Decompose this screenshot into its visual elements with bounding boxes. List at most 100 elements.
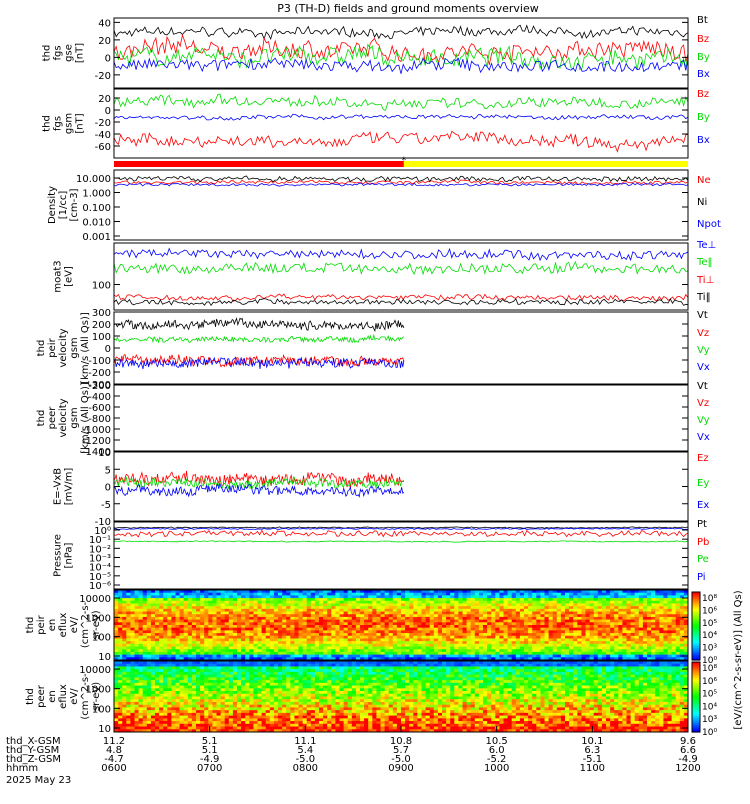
y-axis-label: peer: [47, 406, 58, 430]
legend-Bt: Bt: [697, 15, 708, 26]
panel-pressure: 10⁰10⁻¹10⁻²10⁻³10⁻⁴10⁻⁵10⁻⁶Pressure[nPa]…: [53, 519, 710, 592]
y-axis-label: peir: [47, 337, 58, 357]
y-tick-label: -60: [95, 142, 111, 153]
y-tick-label: -200: [88, 381, 111, 392]
y-axis-label: moat3: [53, 260, 64, 292]
y-tick-label: -800: [88, 414, 111, 425]
legend-Vy: Vy: [697, 345, 710, 356]
panel-frame: [114, 89, 688, 158]
legend-Bz: Bz: [697, 89, 709, 100]
y-tick-label: -5: [101, 500, 111, 511]
y-tick-label: 10.000: [76, 174, 111, 185]
series-line-Pe: [114, 541, 688, 542]
series-line-Ti⊥: [114, 294, 688, 301]
legend-By: By: [697, 52, 710, 63]
legend-Ne: Ne: [697, 175, 711, 186]
legend-Vt: Vt: [697, 381, 708, 392]
y-axis-label: fgs: [53, 116, 64, 131]
y-axis-label: thd: [25, 617, 36, 634]
legend-Npot: Npot: [697, 219, 721, 230]
y-tick-label: 200: [92, 320, 111, 331]
y-tick-label: 300: [92, 308, 111, 319]
y-tick-label: 100: [92, 332, 111, 343]
y-axis-label: fgs: [53, 45, 64, 60]
panel-frame: [114, 243, 688, 310]
y-tick-label: -600: [88, 403, 111, 414]
series-line-Bx: [114, 114, 688, 120]
y-axis-label: [nT]: [75, 113, 86, 133]
y-axis-label: [km/s (All Qs)]: [80, 382, 91, 454]
series-line-Pi: [114, 528, 688, 529]
y-axis-label: peir: [36, 614, 47, 634]
y-axis-label: [nT]: [75, 43, 86, 63]
legend-Vx: Vx: [697, 362, 710, 373]
y-tick-label: -400: [88, 392, 111, 403]
y-axis-label: velocity: [58, 328, 69, 367]
y-tick-label: 40: [98, 18, 111, 29]
legend-Bx: Bx: [697, 135, 710, 146]
y-tick-label: 100: [92, 281, 111, 292]
y-axis-label: [km/s (All Qs)]: [80, 312, 91, 384]
y-tick-label: 0: [105, 483, 111, 494]
y-axis-label: gsm: [69, 407, 80, 428]
legend-Te⊥: Te⊥: [696, 240, 716, 251]
y-tick-label: -40: [95, 130, 111, 141]
y-tick-label: 0: [105, 53, 111, 64]
y-axis-label: (cm^2-s-: [80, 601, 91, 648]
legend-Ni: Ni: [697, 197, 707, 208]
series-line-Bz: [114, 131, 688, 151]
y-tick-label: 20: [98, 36, 111, 47]
y-axis-label: gsm: [64, 113, 75, 134]
series-line-By: [114, 94, 688, 110]
y-tick-label: -100: [88, 356, 111, 367]
y-axis-label: [nPa]: [64, 542, 75, 568]
series-line-Te‖: [114, 262, 688, 274]
y-axis-label: eV/: [69, 616, 80, 633]
y-axis-label: [mV/m]: [64, 468, 75, 506]
y-axis-label: Density: [47, 186, 58, 224]
legend-Vz: Vz: [697, 328, 709, 339]
y-axis-label: [cm-3]: [69, 188, 80, 221]
legend-Pe: Pe: [697, 554, 709, 565]
heatmap-cells: [114, 590, 689, 661]
panel-frame: [114, 385, 688, 451]
legend-Ti‖: Ti‖: [696, 292, 711, 303]
y-tick-label: 10: [98, 448, 111, 459]
legend-Pb: Pb: [697, 537, 709, 548]
legend-Vt: Vt: [697, 310, 708, 321]
panel-frame: [114, 170, 688, 240]
legend-By: By: [697, 112, 710, 123]
y-tick-label: 0: [105, 344, 111, 355]
legend-Ez: Ez: [697, 453, 709, 464]
y-axis-label: [eV]: [64, 266, 75, 287]
y-axis-label: thd: [36, 410, 47, 427]
y-tick-label: -20: [95, 118, 111, 129]
legend-Vx: Vx: [697, 432, 710, 443]
legend-Vz: Vz: [697, 398, 709, 409]
y-tick-label: 10: [98, 652, 111, 663]
series-line-Npot: [114, 183, 688, 186]
y-axis-label: Pressure: [53, 534, 64, 577]
legend-Ey: Ey: [697, 478, 709, 489]
y-tick-label: 0.010: [82, 218, 111, 229]
y-tick-label: 5: [105, 465, 111, 476]
legend-Bx: Bx: [697, 69, 710, 80]
y-axis-label: thd: [42, 45, 53, 62]
y-tick-label: 20: [98, 94, 111, 105]
series-line-Bz: [114, 35, 688, 65]
series-line-Te⊥: [114, 249, 688, 261]
legend-Te‖: Te‖: [696, 257, 713, 268]
y-axis-label: eflux: [58, 613, 69, 638]
y-axis-label: gsm: [69, 337, 80, 358]
legend-Ti⊥: Ti⊥: [696, 275, 714, 286]
y-axis-label: velocity: [58, 398, 69, 437]
